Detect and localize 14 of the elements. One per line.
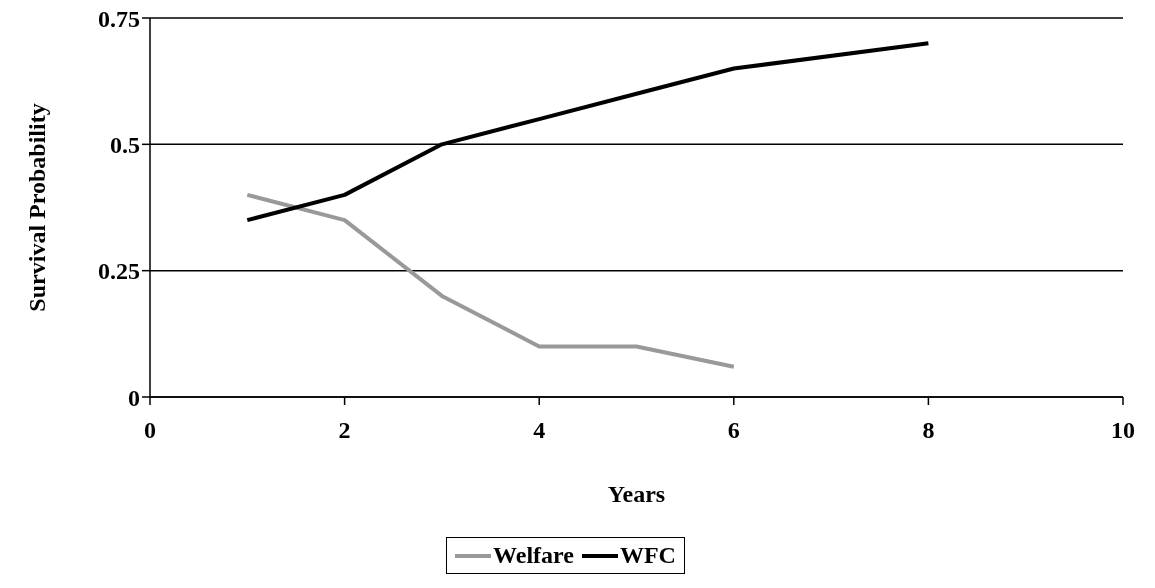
y-axis-title: Survival Probability (23, 103, 50, 312)
y-tick-label: 0.75 (98, 5, 140, 32)
legend-label: Welfare (493, 542, 574, 569)
y-tick-label: 0.25 (98, 258, 140, 285)
line-series (245, 192, 736, 369)
y-tick-label: 0 (128, 384, 140, 411)
x-tick-label: 8 (922, 417, 935, 444)
y-tick-label: 0.5 (110, 131, 140, 158)
x-tick-label: 2 (338, 417, 351, 444)
x-tick-label: 10 (1111, 417, 1135, 444)
x-tick-label: 4 (533, 417, 546, 444)
legend-label: WFC (619, 542, 676, 569)
x-tick-label: 6 (727, 417, 740, 444)
x-axis-title: Years (607, 481, 666, 508)
